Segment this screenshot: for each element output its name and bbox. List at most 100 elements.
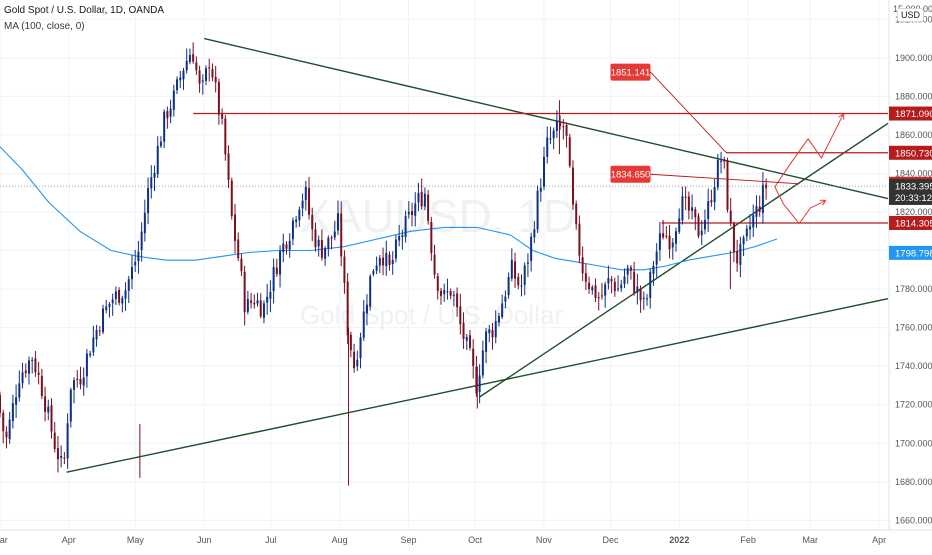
candle-body	[436, 275, 439, 291]
candle-body	[742, 237, 745, 245]
candle-body	[279, 250, 282, 275]
grid-layer	[0, 0, 888, 530]
candle-body	[150, 177, 153, 189]
candle-body	[749, 226, 752, 230]
price-tick-label: 1780.000	[895, 284, 932, 294]
indicator-legend[interactable]: MA (100, close, 0)	[4, 21, 85, 32]
time-tick-label: Apr	[62, 535, 76, 545]
price-tick-label: 1820.000	[895, 207, 932, 217]
currency-button[interactable]: USD	[896, 8, 924, 22]
candle-layer	[0, 42, 768, 486]
candle-body	[233, 214, 236, 241]
candle-body	[665, 235, 668, 237]
candle-body	[343, 256, 346, 283]
candle-body	[333, 231, 336, 238]
price-tick-label: 1880.000	[895, 91, 932, 101]
candle-body	[275, 267, 278, 275]
candle-body	[568, 137, 571, 166]
candle-body	[514, 261, 517, 279]
candle-body	[227, 153, 230, 181]
time-tick-label: Sep	[400, 535, 416, 545]
candle-body	[92, 337, 95, 353]
candle-body	[327, 237, 330, 249]
price-axis-bg	[889, 0, 932, 530]
candle-body	[143, 212, 146, 234]
candle-body	[169, 108, 172, 117]
candle-body	[555, 121, 558, 131]
candle-body	[736, 251, 739, 264]
time-tick-label: Mar	[803, 535, 819, 545]
candle-body	[336, 213, 339, 231]
candle-body	[417, 192, 420, 203]
time-tick-label: Nov	[536, 535, 553, 545]
candle-body	[562, 126, 565, 128]
candle-body	[378, 257, 381, 266]
candle-body	[549, 138, 552, 140]
candle-body	[401, 235, 404, 237]
candle-body	[224, 118, 227, 155]
price-tag	[889, 178, 932, 205]
candle-body	[411, 210, 414, 216]
candle-body	[192, 54, 195, 62]
candle-body	[237, 239, 240, 259]
candle-body	[678, 218, 681, 232]
candle-body	[246, 299, 249, 312]
candle-body	[340, 213, 343, 257]
candle-body	[53, 432, 56, 449]
candle-body	[494, 321, 497, 338]
candle-body	[459, 306, 462, 325]
candle-body	[552, 130, 555, 139]
candle-body	[700, 230, 703, 236]
price-tag	[889, 245, 932, 260]
candle-body	[707, 201, 710, 220]
candle-body	[66, 423, 69, 459]
candle-body	[617, 288, 620, 290]
candle-body	[385, 252, 388, 267]
candle-body	[111, 299, 114, 304]
candle-body	[604, 284, 607, 296]
candle-body	[346, 281, 349, 336]
candle-body	[681, 196, 684, 221]
candle-body	[732, 223, 735, 253]
candle-body	[324, 248, 327, 259]
candle-body	[40, 376, 43, 397]
candle-body	[18, 383, 21, 398]
projection-layer	[774, 113, 845, 225]
time-axis[interactable]: Mar Apr May Jun Jul Aug Sep Oct Nov Dec 2022 Feb Mar…	[0, 529, 932, 550]
candle-body	[269, 291, 272, 299]
price-tag-label: 1798.798	[895, 248, 932, 259]
chart-title[interactable]: Gold Spot / U.S. Dollar, 1D, OANDA	[4, 5, 165, 16]
candle-body	[713, 187, 716, 203]
price-axis[interactable]: 1920.0001900.0001880.0001860.0001840.000…	[888, 0, 932, 530]
watermark-symbol: XAUUSD, 1D	[300, 190, 576, 242]
candle-body	[697, 216, 700, 237]
candle-body	[533, 229, 536, 238]
candle-body	[571, 167, 574, 205]
candle-body	[478, 375, 481, 393]
candle-body	[501, 303, 504, 318]
price-tick-label: 1740.000	[895, 361, 932, 371]
candle-body	[79, 378, 82, 385]
candle-body	[446, 291, 449, 293]
candle-body	[610, 279, 613, 282]
candle-body	[114, 291, 117, 299]
candle-body	[353, 351, 356, 369]
candle-body	[369, 276, 372, 307]
candle-body	[543, 156, 546, 187]
candle-body	[95, 329, 98, 340]
candle-body	[37, 372, 40, 375]
candle-body	[575, 203, 578, 225]
price-tag	[889, 215, 932, 230]
price-tag	[889, 106, 932, 121]
candle-body	[472, 348, 475, 366]
candle-body	[76, 378, 79, 381]
candle-body	[185, 60, 188, 71]
candle-body	[646, 298, 649, 300]
time-tick-label: Jun	[197, 535, 212, 545]
candle-body	[414, 203, 417, 216]
time-tick-label: May	[127, 535, 145, 545]
candle-body	[172, 90, 175, 110]
candle-body	[720, 160, 723, 162]
